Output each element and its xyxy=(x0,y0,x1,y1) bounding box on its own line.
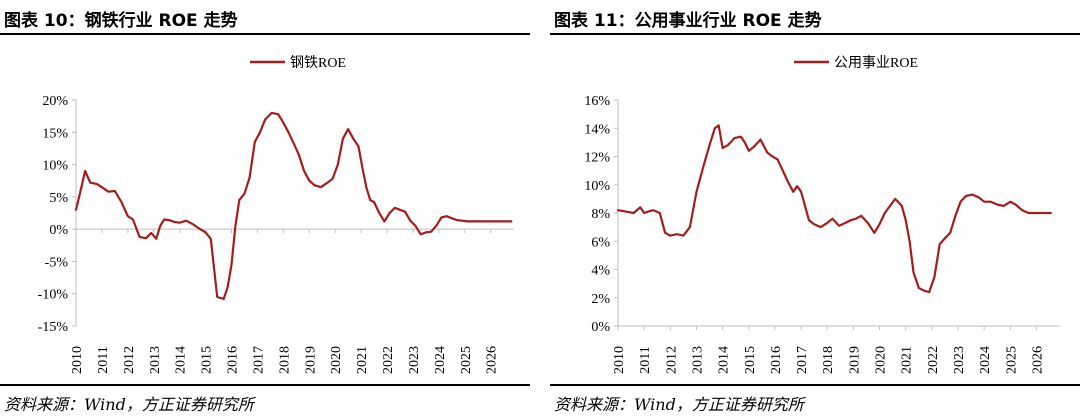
x-tick-label: 2010 xyxy=(612,346,627,374)
x-tick-label: 2016 xyxy=(226,346,241,374)
y-tick-label: 12% xyxy=(584,151,610,166)
x-tick-label: 2016 xyxy=(769,346,784,374)
x-tick-label: 2020 xyxy=(329,346,344,374)
y-tick-label: 4% xyxy=(591,264,610,279)
x-tick-label: 2020 xyxy=(874,346,889,374)
x-tick-label: 2017 xyxy=(795,346,810,374)
chart-title: 图表 10：钢铁行业 ROE 走势 xyxy=(4,11,238,31)
x-tick-label: 2021 xyxy=(900,346,915,374)
y-tick-label: 6% xyxy=(591,235,610,250)
x-tick-label: 2019 xyxy=(303,346,318,374)
source-divider xyxy=(550,384,1080,386)
x-tick-label: 2022 xyxy=(381,346,396,374)
x-tick-label: 2021 xyxy=(355,346,370,374)
x-tick-label: 2025 xyxy=(1004,346,1019,374)
series-line xyxy=(616,124,1052,294)
y-tick-label: 0% xyxy=(49,223,68,238)
y-tick-label: 8% xyxy=(591,207,610,222)
legend: 公用事业ROE xyxy=(794,55,918,71)
x-tick-label: 2024 xyxy=(433,346,448,374)
y-tick-label: 0% xyxy=(591,320,610,335)
y-tick-label: -10% xyxy=(38,288,69,303)
source-note: 资料来源：Wind，方正证券研究所 xyxy=(554,395,804,414)
x-tick-label: 2018 xyxy=(821,346,836,374)
chart-title: 图表 11：公用事业行业 ROE 走势 xyxy=(554,11,822,31)
x-tick-label: 2011 xyxy=(96,346,111,373)
utilities-roe-chart: 0% 2% 4% 6% 8% 10% 12% 14% 16% 2010 2011 2012 2013 20… xyxy=(584,55,1060,374)
y-tick-label: -15% xyxy=(38,320,69,335)
x-tick-label: 2023 xyxy=(952,346,967,374)
source-divider xyxy=(0,384,530,386)
y-tick-label: 2% xyxy=(591,292,610,307)
x-tick-label: 2017 xyxy=(251,346,266,374)
y-tick-label: 16% xyxy=(584,94,610,109)
x-tick-label: 2013 xyxy=(148,346,163,374)
x-tick-label: 2012 xyxy=(122,346,137,374)
y-tick-label: -5% xyxy=(45,255,69,270)
x-tick-label: 2025 xyxy=(459,346,474,374)
title-divider xyxy=(0,33,530,35)
x-tick-label: 2015 xyxy=(200,346,215,374)
x-tick-label: 2023 xyxy=(407,346,422,374)
x-tick-label: 2022 xyxy=(926,346,941,374)
x-tick-label: 2018 xyxy=(277,346,292,374)
y-tick-label: 10% xyxy=(42,159,68,174)
x-tick-label: 2015 xyxy=(743,346,758,374)
legend-label: 钢铁ROE xyxy=(290,55,346,71)
y-tick-label: 15% xyxy=(42,126,68,141)
y-tick-label: 20% xyxy=(42,94,68,109)
x-tick-label: 2011 xyxy=(638,346,653,373)
x-tick-label: 2026 xyxy=(1030,346,1045,374)
legend: 钢铁ROE xyxy=(250,55,346,71)
series-line xyxy=(74,111,513,300)
source-note: 资料来源：Wind，方正证券研究所 xyxy=(4,395,254,414)
x-tick-label: 2014 xyxy=(717,346,732,374)
x-tick-label: 2014 xyxy=(174,346,189,374)
utilities-roe-panel: 图表 11：公用事业行业 ROE 走势 0% 2% 4% 6% 8% 10% 12% 14% 1… xyxy=(550,0,1080,417)
x-tick-label: 2013 xyxy=(690,346,705,374)
steel-roe-chart: -15% -10% -5% 0% 5% 10% 15% 20% 2010 2011 2012 2013… xyxy=(38,55,514,374)
x-tick-label: 2012 xyxy=(664,346,679,374)
y-tick-label: 14% xyxy=(584,122,610,137)
steel-roe-panel: 图表 10：钢铁行业 ROE 走势 -15% -10% -5% 0% 5% 10% 15% 2… xyxy=(0,0,530,417)
x-tick-label: 2010 xyxy=(70,346,85,374)
x-tick-label: 2026 xyxy=(485,346,500,374)
title-divider xyxy=(550,33,1080,35)
x-tick-label: 2019 xyxy=(847,346,862,374)
legend-label: 公用事业ROE xyxy=(834,55,918,71)
x-tick-label: 2024 xyxy=(978,346,993,374)
y-tick-label: 5% xyxy=(49,191,68,206)
y-tick-label: 10% xyxy=(584,179,610,194)
